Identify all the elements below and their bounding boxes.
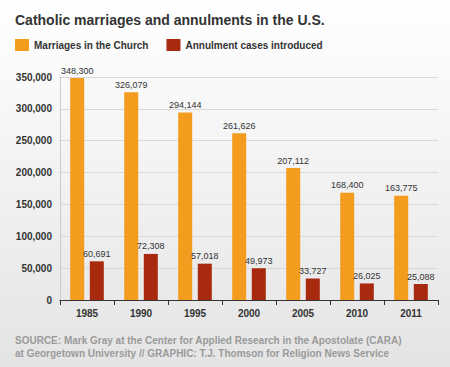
svg-text:72,308: 72,308 (137, 241, 165, 251)
svg-text:207,112: 207,112 (277, 156, 309, 166)
svg-text:25,088: 25,088 (407, 272, 435, 282)
svg-text:200,000: 200,000 (16, 167, 53, 178)
svg-text:2000: 2000 (238, 308, 261, 319)
svg-text:1985: 1985 (76, 308, 99, 319)
svg-text:168,400: 168,400 (331, 180, 364, 190)
svg-text:SOURCE: Mark Gray at the Cente: SOURCE: Mark Gray at the Center for Appl… (15, 335, 402, 346)
svg-text:261,626: 261,626 (223, 121, 256, 131)
svg-text:348,300: 348,300 (61, 66, 94, 76)
svg-text:0: 0 (46, 295, 52, 306)
svg-text:2011: 2011 (400, 308, 422, 319)
svg-text:250,000: 250,000 (16, 135, 53, 146)
svg-text:26,025: 26,025 (353, 271, 381, 281)
svg-text:57,018: 57,018 (191, 251, 219, 261)
svg-text:294,144: 294,144 (169, 100, 202, 110)
svg-text:326,079: 326,079 (115, 80, 148, 90)
svg-text:100,000: 100,000 (16, 231, 53, 242)
svg-text:49,973: 49,973 (245, 256, 273, 266)
svg-text:60,691: 60,691 (83, 249, 111, 259)
svg-text:Marriages in the Church: Marriages in the Church (34, 40, 148, 51)
svg-text:1995: 1995 (184, 308, 207, 319)
svg-text:at Georgetown University // GR: at Georgetown University // GRAPHIC: T.J… (15, 348, 389, 359)
svg-text:150,000: 150,000 (16, 199, 53, 210)
svg-text:1990: 1990 (130, 308, 153, 319)
svg-text:350,000: 350,000 (16, 72, 53, 83)
svg-text:2005: 2005 (292, 308, 315, 319)
svg-text:163,775: 163,775 (385, 183, 418, 193)
svg-text:Catholic marriages and annulme: Catholic marriages and annulments in the… (15, 12, 325, 28)
svg-text:33,727: 33,727 (299, 266, 327, 276)
svg-text:300,000: 300,000 (16, 103, 53, 114)
svg-text:Annulment cases introduced: Annulment cases introduced (185, 40, 322, 51)
svg-text:2010: 2010 (346, 308, 369, 319)
svg-text:50,000: 50,000 (21, 263, 52, 274)
